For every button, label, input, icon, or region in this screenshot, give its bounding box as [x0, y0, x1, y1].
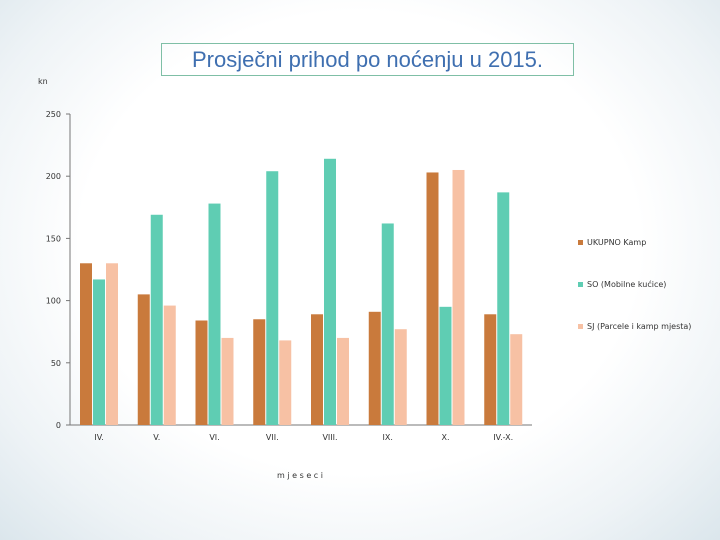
y-axis-label: kn: [38, 77, 48, 86]
x-tick-label: V.: [153, 433, 160, 442]
bar: [208, 203, 221, 425]
bar: [311, 314, 323, 425]
bar: [163, 305, 176, 425]
x-tick-label: VII.: [266, 433, 279, 442]
bar: [221, 337, 234, 425]
y-tick-label: 50: [51, 359, 61, 368]
bar: [337, 337, 349, 425]
bar: [195, 320, 208, 425]
bar: [497, 192, 510, 425]
bar: [93, 279, 105, 425]
y-tick-label: 200: [46, 172, 61, 181]
bar: [324, 158, 336, 425]
legend-swatch: [578, 282, 583, 287]
x-axis-label: m j e s e c i: [277, 471, 323, 480]
legend-label: SO (Mobilne kućice): [587, 279, 666, 289]
bar: [452, 169, 465, 425]
y-tick-label: 150: [46, 234, 61, 243]
bar: [279, 340, 292, 425]
bar: [368, 311, 381, 425]
x-tick-label: IV.: [94, 433, 103, 442]
bar: [484, 314, 497, 425]
legend-label: SJ (Parcele i kamp mjesta): [587, 322, 691, 331]
bar: [80, 263, 92, 425]
bar: [426, 172, 439, 425]
x-tick-label: X.: [441, 433, 449, 442]
y-tick-label: 100: [46, 297, 61, 306]
bar: [137, 294, 150, 425]
legend-label: UKUPNO Kamp: [587, 238, 646, 247]
x-tick-label: IX.: [383, 433, 393, 442]
bar: [253, 319, 266, 425]
x-tick-label: VI.: [209, 433, 219, 442]
legend-swatch: [578, 240, 583, 245]
legend-swatch: [578, 324, 583, 329]
bar: [150, 214, 163, 425]
bar: [381, 223, 394, 425]
y-tick-label: 250: [46, 110, 61, 119]
bar: [439, 306, 452, 425]
chart-title: Prosječni prihod po noćenju u 2015.: [161, 43, 574, 76]
x-tick-label: VIII.: [322, 433, 337, 442]
bar: [510, 334, 523, 425]
x-tick-label: IV.-X.: [493, 433, 513, 442]
bar: [266, 171, 279, 425]
bar: [106, 263, 118, 425]
y-tick-label: 0: [56, 421, 61, 430]
bar: [394, 329, 407, 425]
